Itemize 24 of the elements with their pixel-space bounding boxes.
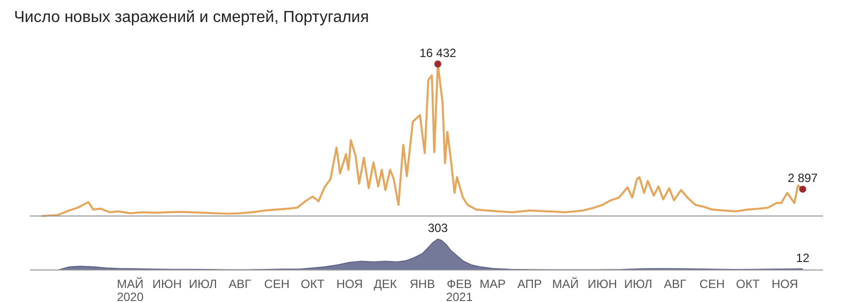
x-tick-label: МАР <box>480 277 506 291</box>
chart-title: Число новых заражений и смертей, Португалия <box>14 9 369 27</box>
x-tick-label: ЯНВ <box>410 277 435 291</box>
x-tick-label: НОЯ <box>772 277 798 291</box>
x-tick-label: ОКТ <box>736 277 760 291</box>
x-tick-label: ДЕК <box>374 277 397 291</box>
data-label: 2 897 <box>788 171 818 186</box>
x-tick-label: АВГ <box>664 277 687 291</box>
data-label: 303 <box>428 221 448 235</box>
x-tick-label: НОЯ <box>336 277 363 291</box>
x-tick-label: МАЙ 2020 <box>116 277 144 302</box>
x-tick-label: ИЮЛ <box>188 277 217 291</box>
x-tick-label: ИЮЛ <box>624 277 652 291</box>
x-tick-label: ИЮН <box>588 277 618 291</box>
x-tick-label: СЕН <box>264 277 290 291</box>
x-tick-label: АВГ <box>228 277 252 291</box>
x-tick-label: ИЮН <box>152 277 182 291</box>
data-label: 12 <box>796 250 810 265</box>
x-tick-label: МАЙ <box>552 277 579 291</box>
x-tick-label: ОКТ <box>300 277 326 291</box>
x-tick-label: ФЕВ 2021 <box>446 277 473 302</box>
x-tick-label: СЕН <box>699 277 725 291</box>
x-tick-label: АПР <box>517 277 542 291</box>
data-label: 16 432 <box>419 46 457 60</box>
